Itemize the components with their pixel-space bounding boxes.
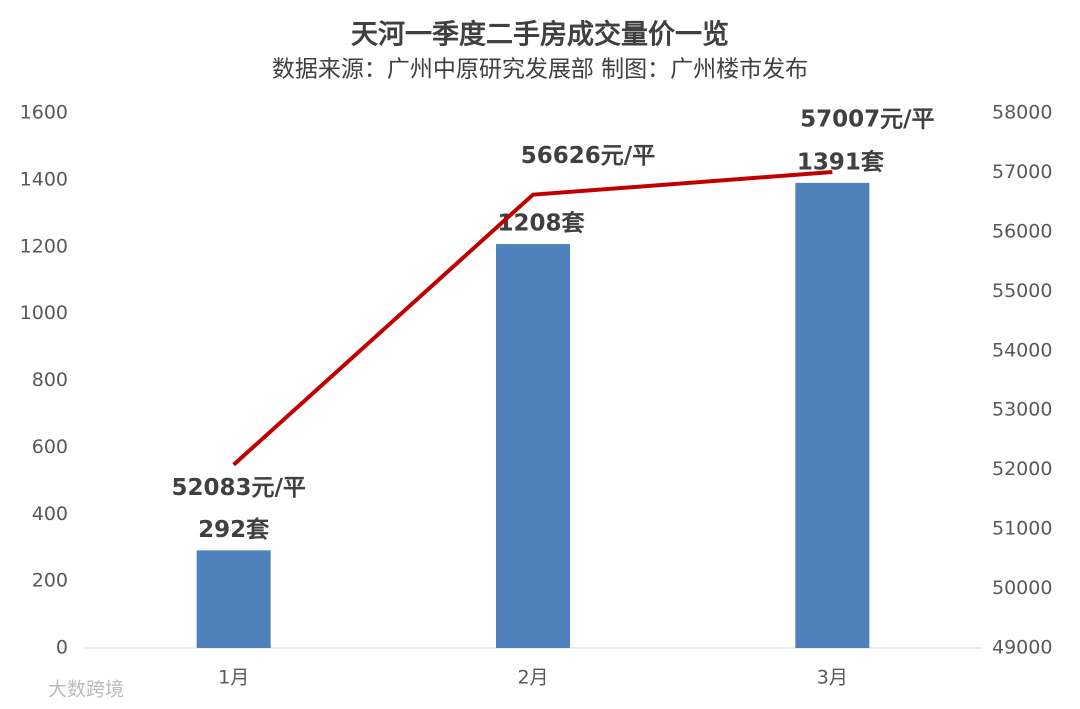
y-tick-label: 1400: [20, 168, 68, 190]
y2-tick-label: 58000: [992, 102, 1052, 124]
x-tick-label: 3月: [817, 667, 848, 689]
bar-value-label: 292套: [198, 517, 269, 543]
y2-tick-label: 54000: [992, 339, 1052, 361]
y-tick-label: 0: [56, 637, 68, 659]
chart-subtitle: 数据来源：广州中原研究发展部 制图：广州楼市发布: [272, 57, 808, 83]
y-tick-label: 600: [32, 436, 68, 458]
y2-tick-label: 50000: [992, 577, 1052, 599]
y2-tick-label: 57000: [992, 161, 1052, 183]
y-tick-label: 1200: [20, 235, 68, 257]
y-tick-label: 400: [32, 503, 68, 525]
line-value-label: 56626元/平: [521, 143, 655, 169]
y2-tick-label: 53000: [992, 399, 1052, 421]
bar: [795, 182, 870, 648]
y2-tick-label: 51000: [992, 518, 1052, 540]
bar-value-label: 1391套: [797, 149, 884, 175]
x-tick-label: 2月: [517, 667, 548, 689]
y-tick-label: 200: [32, 570, 68, 592]
y-tick-label: 1000: [20, 302, 68, 324]
bar: [496, 244, 570, 648]
y2-tick-label: 55000: [992, 280, 1052, 302]
line-value-label: 52083元/平: [171, 475, 305, 501]
chart-title: 天河一季度二手房成交量价一览: [351, 19, 729, 51]
y2-tick-label: 56000: [992, 220, 1052, 242]
line: [232, 170, 833, 467]
watermark: 大数跨境: [48, 679, 124, 701]
x-tick-label: 1月: [218, 667, 249, 689]
y-tick-label: 1600: [20, 102, 68, 124]
y-tick-label: 800: [32, 369, 68, 391]
y2-tick-label: 52000: [992, 458, 1052, 480]
y2-tick-label: 49000: [992, 637, 1052, 659]
line-value-label: 57007元/平: [800, 107, 934, 133]
bar: [196, 550, 271, 648]
